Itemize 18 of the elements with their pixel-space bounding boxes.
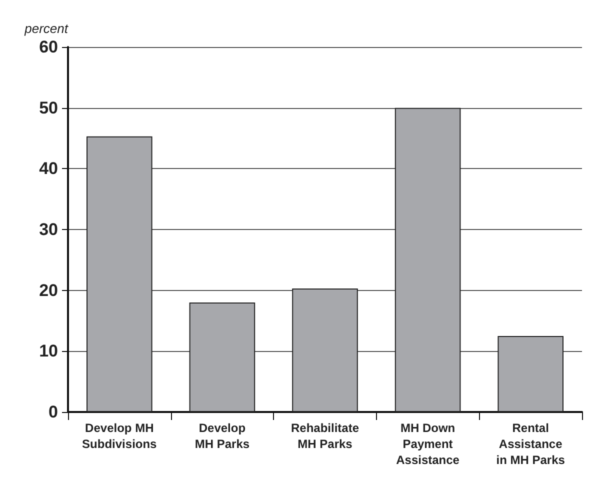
x-tick-label: Rehabilitate MH Parks [290,421,360,451]
x-tick-label: Develop MH Subdivisions [82,421,158,451]
y-tick-label: 30 [39,220,58,239]
x-tick-label: Develop MH Parks [194,421,250,451]
y-axis-title: percent [24,21,70,36]
y-tick-label: 0 [48,402,58,422]
x-tick-label: Rental Assistance in MH Parks [496,421,566,467]
bar [86,136,152,412]
y-tick-label: 20 [39,280,58,300]
y-tick-label: 40 [39,159,58,178]
bar [292,288,358,412]
y-tick-label: 60 [39,38,58,56]
bar [394,108,461,412]
y-tick-label: 50 [39,98,58,118]
bar [498,336,564,412]
x-tick-label: MH Down Payment Assistance [396,421,460,467]
y-tick-label: 10 [39,342,58,361]
bar [189,302,256,412]
